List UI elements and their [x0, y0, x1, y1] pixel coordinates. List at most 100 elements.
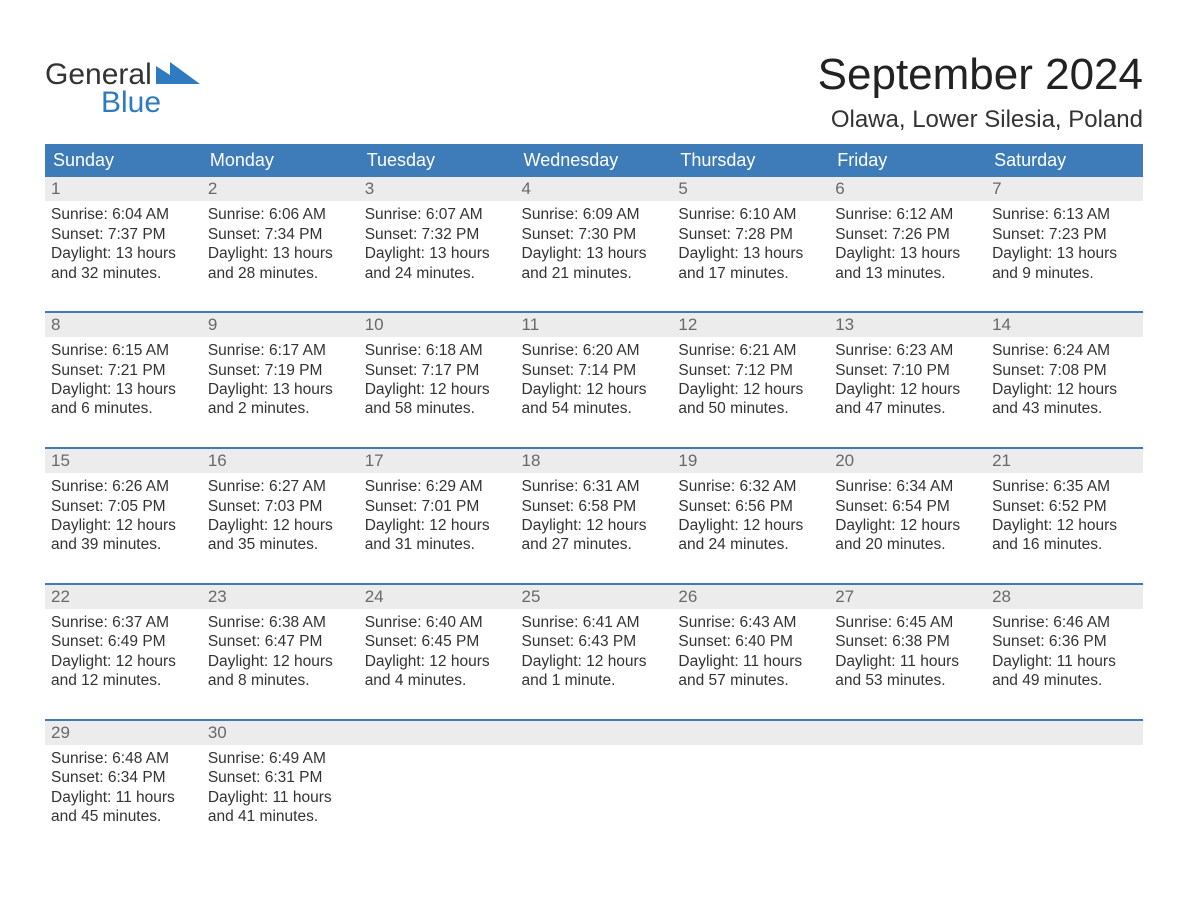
sunrise-line: Sunrise: 6:09 AM	[522, 205, 667, 224]
day-body: Sunrise: 6:15 AMSunset: 7:21 PMDaylight:…	[45, 337, 202, 447]
day-body: Sunrise: 6:34 AMSunset: 6:54 PMDaylight:…	[829, 473, 986, 583]
daylight-line: Daylight: 12 hours and 50 minutes.	[678, 380, 823, 419]
day-number-empty	[986, 721, 1143, 745]
day-body: Sunrise: 6:24 AMSunset: 7:08 PMDaylight:…	[986, 337, 1143, 447]
calendar-table: SundayMondayTuesdayWednesdayThursdayFrid…	[45, 144, 1143, 854]
day-number: 28	[986, 585, 1143, 609]
weekday-header: Monday	[202, 144, 359, 177]
day-number: 27	[829, 585, 986, 609]
sunrise-line: Sunrise: 6:41 AM	[522, 613, 667, 632]
calendar-cell: 18Sunrise: 6:31 AMSunset: 6:58 PMDayligh…	[516, 448, 673, 584]
day-body: Sunrise: 6:29 AMSunset: 7:01 PMDaylight:…	[359, 473, 516, 583]
sunrise-line: Sunrise: 6:23 AM	[835, 341, 980, 360]
sunset-line: Sunset: 7:12 PM	[678, 361, 823, 380]
day-body: Sunrise: 6:21 AMSunset: 7:12 PMDaylight:…	[672, 337, 829, 447]
location-subtitle: Olawa, Lower Silesia, Poland	[818, 106, 1143, 134]
day-number: 23	[202, 585, 359, 609]
sunset-line: Sunset: 7:28 PM	[678, 225, 823, 244]
sunrise-line: Sunrise: 6:37 AM	[51, 613, 196, 632]
sunrise-line: Sunrise: 6:35 AM	[992, 477, 1137, 496]
daylight-line: Daylight: 12 hours and 8 minutes.	[208, 652, 353, 691]
sunset-line: Sunset: 7:10 PM	[835, 361, 980, 380]
day-body: Sunrise: 6:10 AMSunset: 7:28 PMDaylight:…	[672, 201, 829, 311]
day-body: Sunrise: 6:41 AMSunset: 6:43 PMDaylight:…	[516, 609, 673, 719]
sunset-line: Sunset: 7:17 PM	[365, 361, 510, 380]
calendar-week-row: 8Sunrise: 6:15 AMSunset: 7:21 PMDaylight…	[45, 312, 1143, 448]
weekday-header: Wednesday	[516, 144, 673, 177]
sunrise-line: Sunrise: 6:10 AM	[678, 205, 823, 224]
weekday-header: Tuesday	[359, 144, 516, 177]
day-body-empty	[672, 745, 829, 777]
weekday-header: Thursday	[672, 144, 829, 177]
calendar-cell: 20Sunrise: 6:34 AMSunset: 6:54 PMDayligh…	[829, 448, 986, 584]
calendar-cell: 4Sunrise: 6:09 AMSunset: 7:30 PMDaylight…	[516, 177, 673, 312]
daylight-line: Daylight: 13 hours and 13 minutes.	[835, 244, 980, 283]
day-body: Sunrise: 6:43 AMSunset: 6:40 PMDaylight:…	[672, 609, 829, 719]
weekday-header: Sunday	[45, 144, 202, 177]
calendar-cell	[986, 720, 1143, 855]
sunrise-line: Sunrise: 6:04 AM	[51, 205, 196, 224]
calendar-cell: 7Sunrise: 6:13 AMSunset: 7:23 PMDaylight…	[986, 177, 1143, 312]
daylight-line: Daylight: 13 hours and 6 minutes.	[51, 380, 196, 419]
sunset-line: Sunset: 7:08 PM	[992, 361, 1137, 380]
sunset-line: Sunset: 7:14 PM	[522, 361, 667, 380]
calendar-cell: 17Sunrise: 6:29 AMSunset: 7:01 PMDayligh…	[359, 448, 516, 584]
calendar-cell: 21Sunrise: 6:35 AMSunset: 6:52 PMDayligh…	[986, 448, 1143, 584]
sunset-line: Sunset: 6:40 PM	[678, 632, 823, 651]
daylight-line: Daylight: 12 hours and 24 minutes.	[678, 516, 823, 555]
sunrise-line: Sunrise: 6:46 AM	[992, 613, 1137, 632]
calendar-cell	[829, 720, 986, 855]
weekday-header: Friday	[829, 144, 986, 177]
calendar-cell: 30Sunrise: 6:49 AMSunset: 6:31 PMDayligh…	[202, 720, 359, 855]
sunset-line: Sunset: 6:49 PM	[51, 632, 196, 651]
calendar-cell: 3Sunrise: 6:07 AMSunset: 7:32 PMDaylight…	[359, 177, 516, 312]
calendar-cell: 28Sunrise: 6:46 AMSunset: 6:36 PMDayligh…	[986, 584, 1143, 720]
day-body: Sunrise: 6:49 AMSunset: 6:31 PMDaylight:…	[202, 745, 359, 855]
sunrise-line: Sunrise: 6:43 AM	[678, 613, 823, 632]
brand-text-blue: Blue	[45, 88, 200, 118]
calendar-cell: 11Sunrise: 6:20 AMSunset: 7:14 PMDayligh…	[516, 312, 673, 448]
daylight-line: Daylight: 13 hours and 2 minutes.	[208, 380, 353, 419]
day-body: Sunrise: 6:04 AMSunset: 7:37 PMDaylight:…	[45, 201, 202, 311]
sunset-line: Sunset: 7:30 PM	[522, 225, 667, 244]
day-number: 12	[672, 313, 829, 337]
daylight-line: Daylight: 11 hours and 53 minutes.	[835, 652, 980, 691]
sunrise-line: Sunrise: 6:40 AM	[365, 613, 510, 632]
sunrise-line: Sunrise: 6:27 AM	[208, 477, 353, 496]
day-number: 13	[829, 313, 986, 337]
day-number: 16	[202, 449, 359, 473]
day-number-empty	[672, 721, 829, 745]
day-body: Sunrise: 6:40 AMSunset: 6:45 PMDaylight:…	[359, 609, 516, 719]
calendar-cell: 13Sunrise: 6:23 AMSunset: 7:10 PMDayligh…	[829, 312, 986, 448]
daylight-line: Daylight: 12 hours and 43 minutes.	[992, 380, 1137, 419]
calendar-cell: 26Sunrise: 6:43 AMSunset: 6:40 PMDayligh…	[672, 584, 829, 720]
daylight-line: Daylight: 13 hours and 21 minutes.	[522, 244, 667, 283]
day-body: Sunrise: 6:18 AMSunset: 7:17 PMDaylight:…	[359, 337, 516, 447]
calendar-cell: 29Sunrise: 6:48 AMSunset: 6:34 PMDayligh…	[45, 720, 202, 855]
calendar-body: 1Sunrise: 6:04 AMSunset: 7:37 PMDaylight…	[45, 177, 1143, 854]
daylight-line: Daylight: 12 hours and 1 minute.	[522, 652, 667, 691]
calendar-header: SundayMondayTuesdayWednesdayThursdayFrid…	[45, 144, 1143, 177]
daylight-line: Daylight: 12 hours and 16 minutes.	[992, 516, 1137, 555]
sunrise-line: Sunrise: 6:18 AM	[365, 341, 510, 360]
daylight-line: Daylight: 12 hours and 20 minutes.	[835, 516, 980, 555]
day-number: 15	[45, 449, 202, 473]
day-body: Sunrise: 6:48 AMSunset: 6:34 PMDaylight:…	[45, 745, 202, 855]
calendar-cell: 27Sunrise: 6:45 AMSunset: 6:38 PMDayligh…	[829, 584, 986, 720]
daylight-line: Daylight: 12 hours and 54 minutes.	[522, 380, 667, 419]
day-body-empty	[516, 745, 673, 777]
daylight-line: Daylight: 11 hours and 49 minutes.	[992, 652, 1137, 691]
calendar-cell: 19Sunrise: 6:32 AMSunset: 6:56 PMDayligh…	[672, 448, 829, 584]
sunrise-line: Sunrise: 6:34 AM	[835, 477, 980, 496]
day-number: 1	[45, 177, 202, 201]
sunset-line: Sunset: 7:19 PM	[208, 361, 353, 380]
daylight-line: Daylight: 11 hours and 45 minutes.	[51, 788, 196, 827]
brand-logo: General Blue	[45, 30, 200, 118]
month-title: September 2024	[818, 50, 1143, 100]
day-number: 2	[202, 177, 359, 201]
sunset-line: Sunset: 6:31 PM	[208, 768, 353, 787]
sunset-line: Sunset: 6:45 PM	[365, 632, 510, 651]
day-body: Sunrise: 6:35 AMSunset: 6:52 PMDaylight:…	[986, 473, 1143, 583]
sunrise-line: Sunrise: 6:24 AM	[992, 341, 1137, 360]
calendar-week-row: 1Sunrise: 6:04 AMSunset: 7:37 PMDaylight…	[45, 177, 1143, 312]
